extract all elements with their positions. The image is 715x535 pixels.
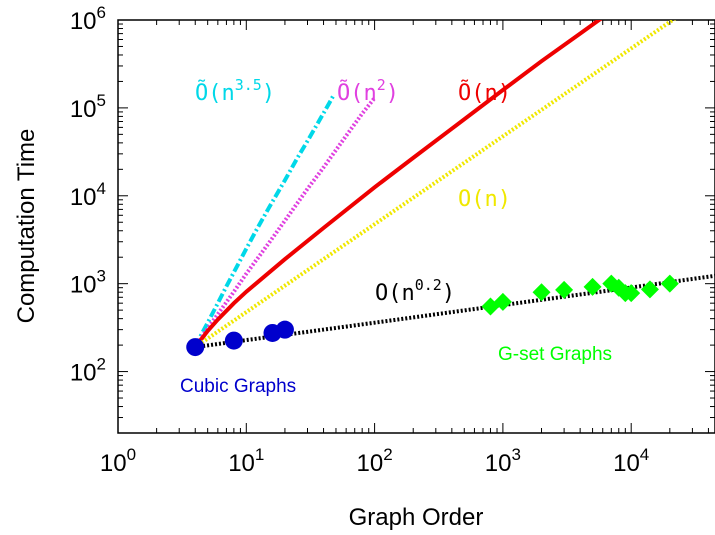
curve-label: O(n0.2) [375,276,455,306]
x-tick-label: 102 [357,445,393,477]
ticks-layer: 100 101 102 103 104 102 103 104 105 106 [70,3,715,477]
x-tick-label: 101 [228,445,264,477]
gset-graph-point [555,280,574,299]
curve-label: Õ(n3.5) [195,76,275,106]
y-tick-label: 104 [70,179,106,211]
curves-layer [193,20,715,350]
gset-graph-point [660,274,679,293]
x-tick-label: 100 [100,445,136,477]
series-label: G-set Graphs [498,344,612,365]
x-tick-label: 103 [485,445,521,477]
series-label: Cubic Graphs [180,376,296,397]
gset-graph-point [640,280,659,299]
gset-graph-point [532,283,551,302]
cubic-graph-point [186,338,205,357]
y-tick-label: 103 [70,267,106,299]
x-tick-label: 104 [613,445,649,477]
curve-label: O(n) [458,187,511,212]
curve-line [193,94,336,348]
curve-line [193,20,603,349]
y-axis-label: Computation Time [13,129,40,324]
plot-area [117,19,715,434]
curve-line [193,96,377,349]
y-tick-label: 102 [70,355,106,387]
cubic-graph-point [275,320,294,339]
x-axis-label: Graph Order [349,504,484,531]
curve-label: Õ(n) [458,79,511,106]
gset-graph-point [493,292,512,311]
cubic-graph-point [224,331,243,350]
points-layer [186,274,679,357]
curve-line [194,273,715,350]
gset-graph-point [622,284,641,303]
curve-label: Õ(n2) [337,76,399,106]
y-tick-label: 106 [70,3,106,35]
labels-layer: Õ(n3.5) Õ(n2) Õ(n) O(n) O(n0.2) Cubic Graphs G… [180,76,612,397]
y-tick-label: 105 [70,91,106,123]
gset-graph-point [583,277,602,296]
curve-line [194,20,677,349]
